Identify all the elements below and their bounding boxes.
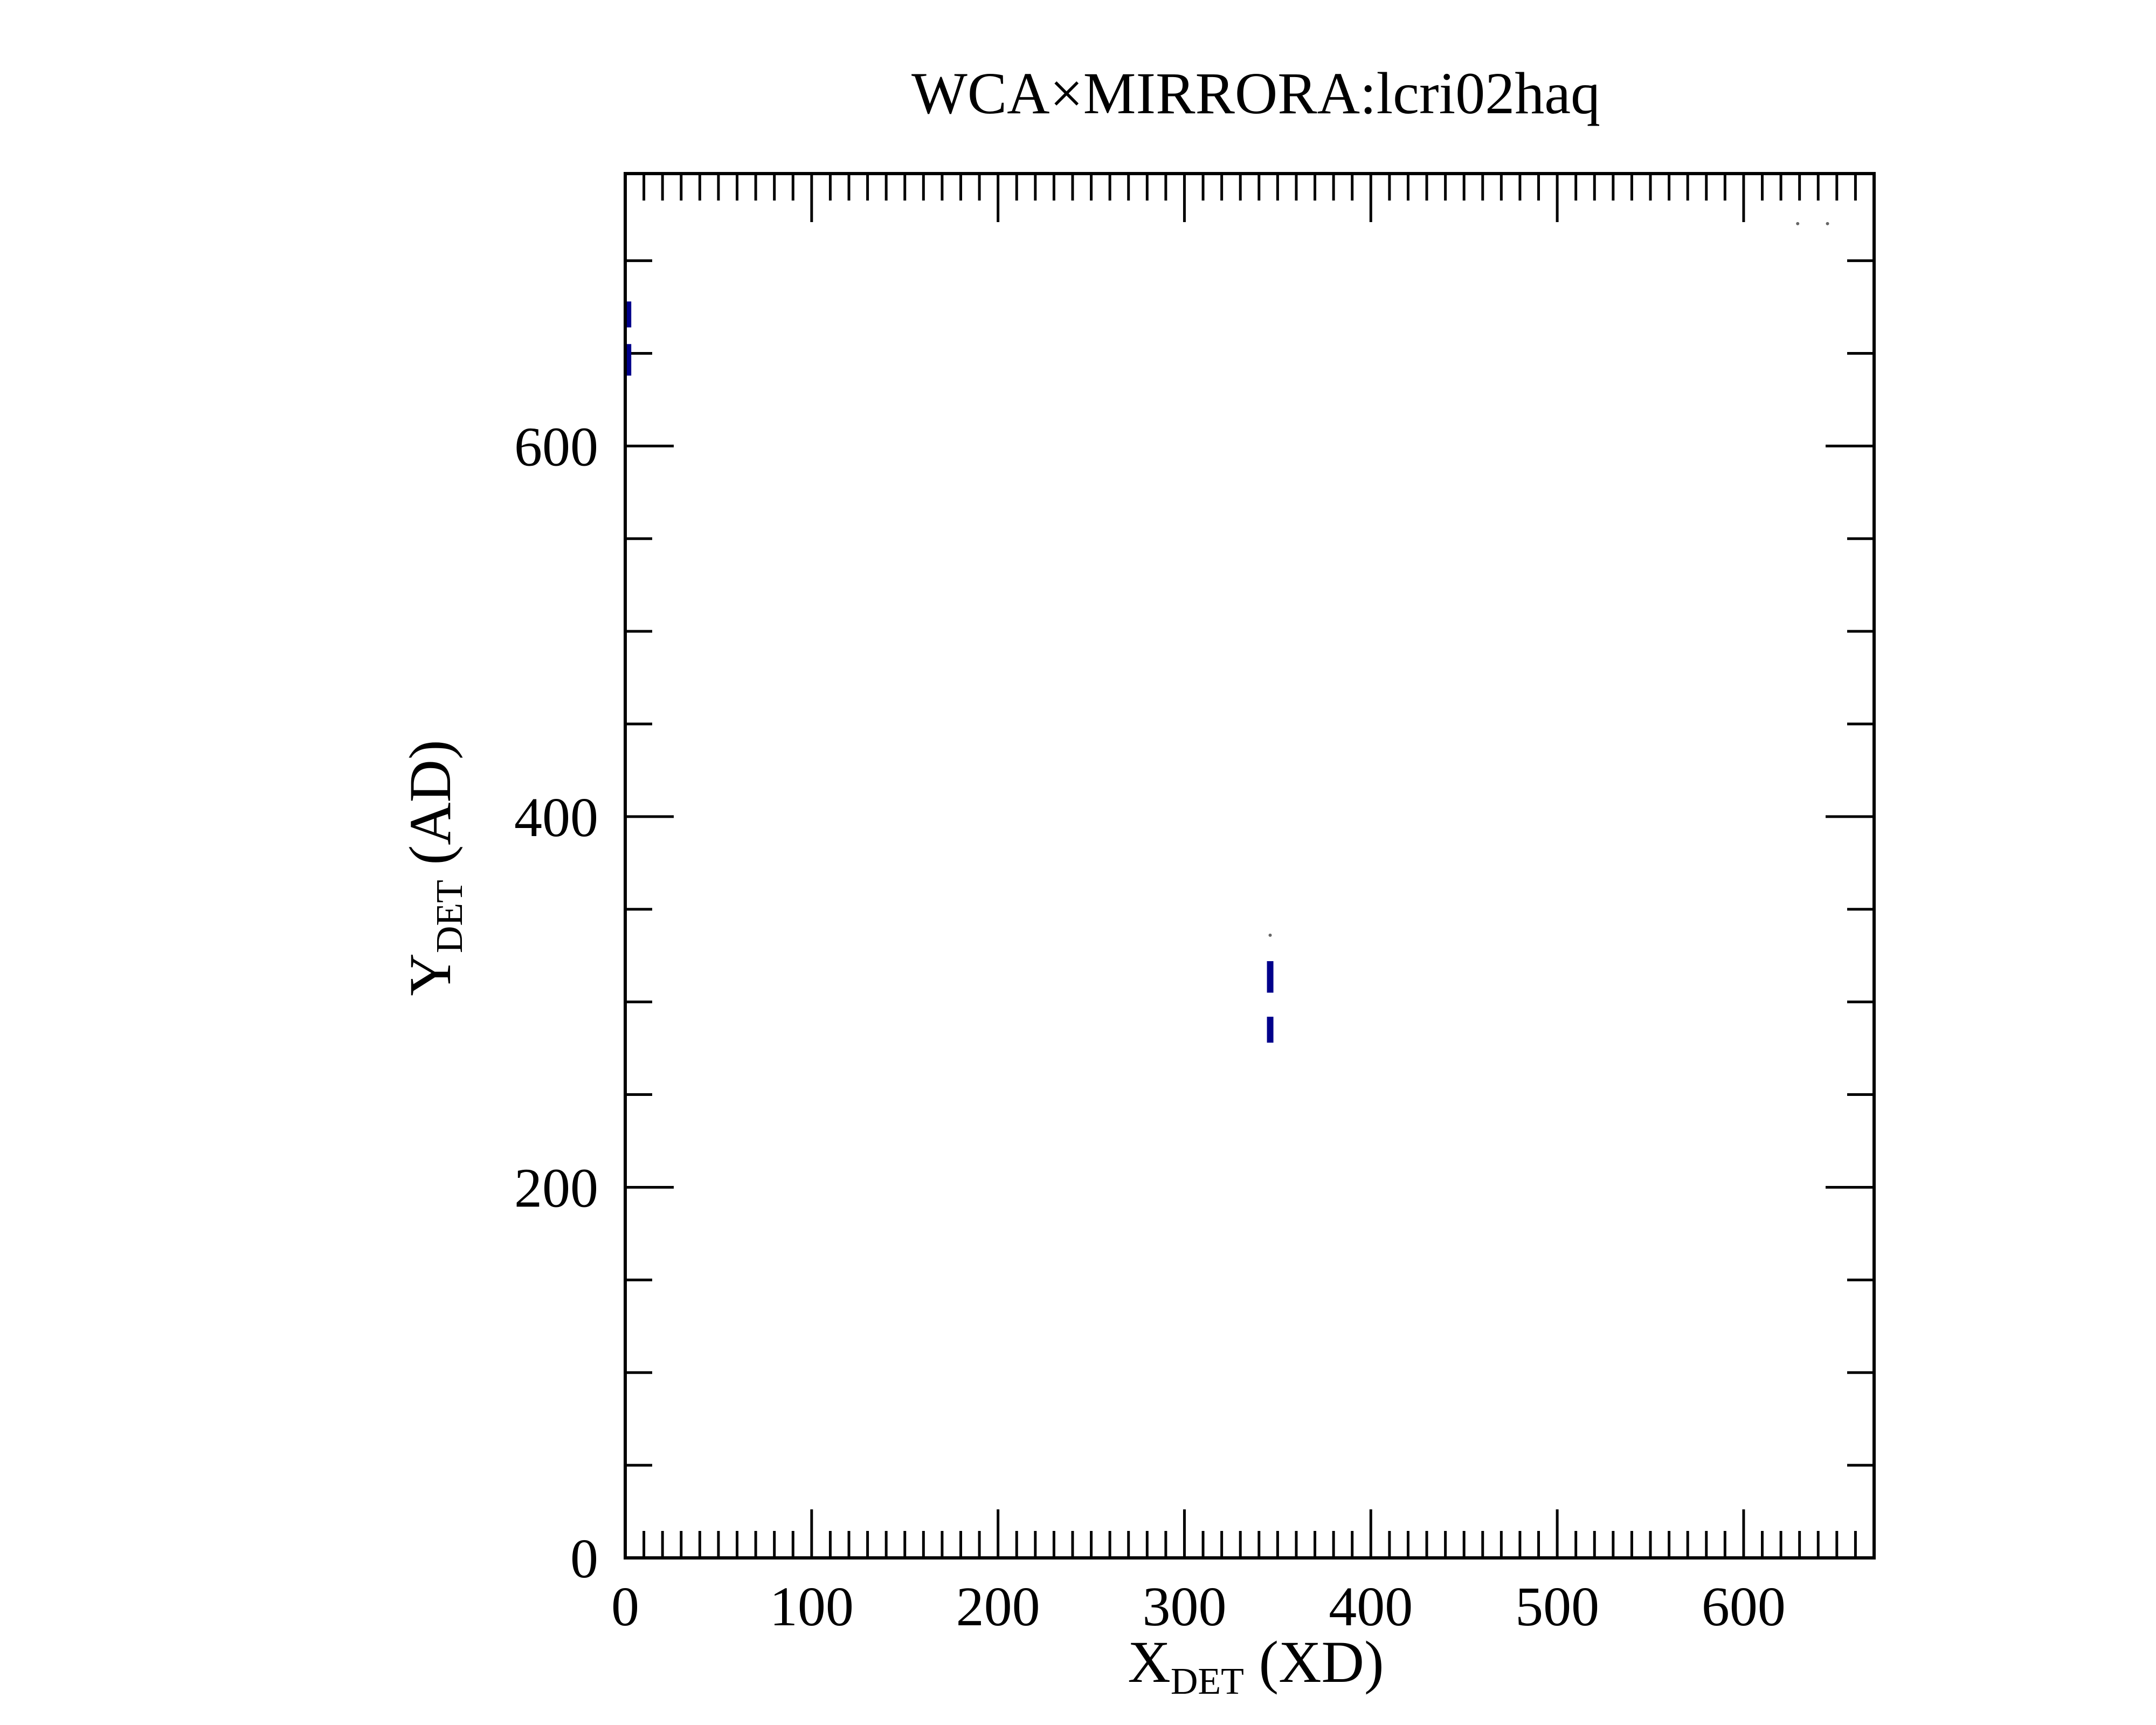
data-point [1826,222,1829,225]
svg-text:YDET (AD): YDET (AD) [397,740,471,996]
svg-text:XDET (XD): XDET (XD) [1128,1629,1384,1702]
x-tick-label: 600 [1702,1576,1786,1638]
x-tick-label: 500 [1515,1576,1599,1638]
y-axis-label-sub: DET [429,880,471,953]
tick-labels: 0 100 200 300 400 500 600 0 200 400 600 [514,416,1786,1638]
y-tick-label: 200 [514,1157,598,1219]
y-axis-label-main: Y [397,953,463,996]
y-axis-label: YDET (AD) [397,740,471,996]
y-tick-label: 600 [514,416,598,478]
axis-ticks [624,174,1876,1560]
x-tick-label: 100 [770,1576,854,1638]
data-point [1796,222,1800,225]
chart-title: WCA×MIRRORA:lcri02haq [911,60,1600,126]
y-tick-label: 400 [514,786,598,848]
x-tick-label: 0 [611,1576,639,1638]
x-axis-label: XDET (XD) [1128,1629,1384,1702]
y-tick-label: 0 [570,1528,598,1590]
plot-frame [624,172,1876,1560]
y-axis-label-suffix: (AD) [397,740,463,880]
x-tick-label: 200 [956,1576,1040,1638]
x-tick-label: 400 [1329,1576,1413,1638]
x-axis-label-sub: DET [1171,1661,1244,1702]
x-tick-label: 300 [1142,1576,1226,1638]
x-axis-label-suffix: (XD) [1244,1629,1384,1695]
x-axis-label-main: X [1128,1629,1170,1695]
data-marks [625,222,1829,1043]
data-point [1268,933,1272,937]
